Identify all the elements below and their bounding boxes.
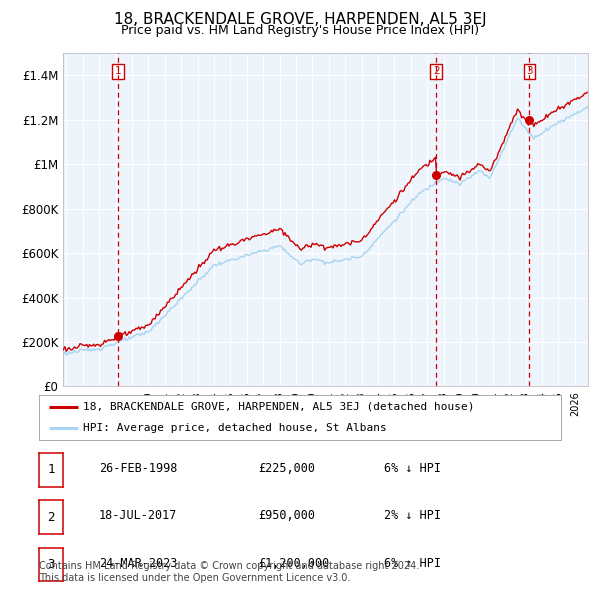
Text: Price paid vs. HM Land Registry's House Price Index (HPI): Price paid vs. HM Land Registry's House … xyxy=(121,24,479,37)
Text: £225,000: £225,000 xyxy=(258,462,315,475)
Text: 18, BRACKENDALE GROVE, HARPENDEN, AL5 3EJ: 18, BRACKENDALE GROVE, HARPENDEN, AL5 3E… xyxy=(113,12,487,27)
Text: 1: 1 xyxy=(115,67,121,77)
Text: HPI: Average price, detached house, St Albans: HPI: Average price, detached house, St A… xyxy=(83,423,387,433)
Text: 18, BRACKENDALE GROVE, HARPENDEN, AL5 3EJ (detached house): 18, BRACKENDALE GROVE, HARPENDEN, AL5 3E… xyxy=(83,402,475,412)
Text: 24-MAR-2023: 24-MAR-2023 xyxy=(99,556,178,569)
Text: 6% ↓ HPI: 6% ↓ HPI xyxy=(384,462,441,475)
Text: 2: 2 xyxy=(433,67,439,77)
Text: 2% ↓ HPI: 2% ↓ HPI xyxy=(384,509,441,522)
Text: 26-FEB-1998: 26-FEB-1998 xyxy=(99,462,178,475)
Text: 2: 2 xyxy=(47,510,55,524)
Text: 3: 3 xyxy=(526,67,533,77)
Text: Contains HM Land Registry data © Crown copyright and database right 2024.
This d: Contains HM Land Registry data © Crown c… xyxy=(39,561,419,583)
Text: 1: 1 xyxy=(47,463,55,477)
Text: £950,000: £950,000 xyxy=(258,509,315,522)
Text: 18-JUL-2017: 18-JUL-2017 xyxy=(99,509,178,522)
Text: 6% ↑ HPI: 6% ↑ HPI xyxy=(384,556,441,569)
Text: £1,200,000: £1,200,000 xyxy=(258,556,329,569)
Text: 3: 3 xyxy=(47,558,55,571)
